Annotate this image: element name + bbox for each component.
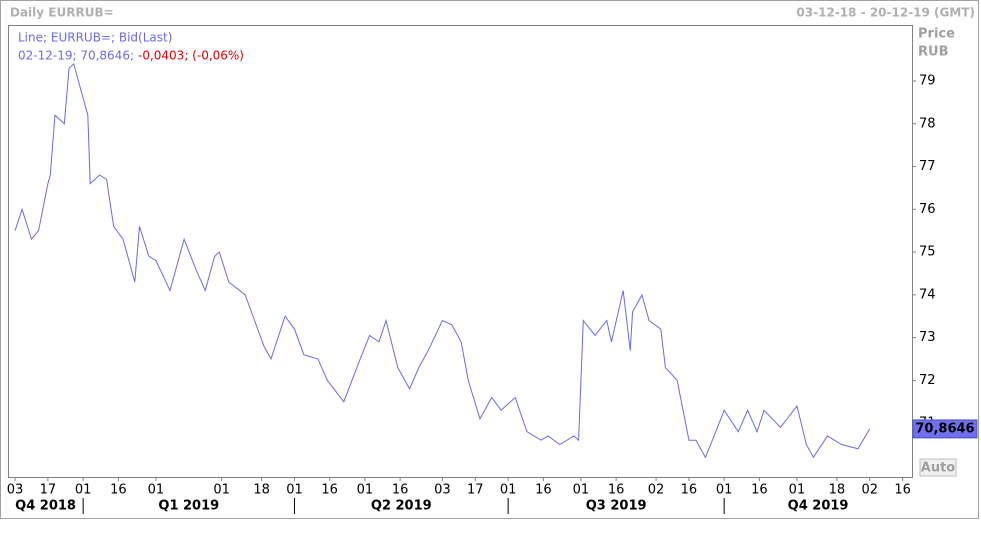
- x-tick-label: 16: [110, 483, 127, 498]
- last-value-label: 70,8646: [915, 421, 974, 436]
- y-tick-label: 73: [919, 330, 936, 345]
- quarter-label: Q1 2019: [158, 499, 219, 514]
- x-tick-label: 16: [392, 483, 409, 498]
- x-tick-label: 03: [434, 483, 451, 498]
- y-tick-label: 74: [919, 287, 936, 302]
- x-tick-label: 01: [716, 483, 733, 498]
- x-tick-label: 01: [573, 483, 590, 498]
- y-tick-label: 78: [919, 116, 936, 131]
- auto-button-label[interactable]: Auto: [921, 461, 956, 476]
- price-line: [14, 62, 871, 459]
- plot-area: [8, 25, 913, 478]
- x-tick-label: 03: [7, 483, 24, 498]
- x-tick-label: 16: [321, 483, 338, 498]
- x-tick-label: 02: [648, 483, 665, 498]
- x-tick-label: 16: [535, 483, 552, 498]
- x-tick-label: 16: [751, 483, 768, 498]
- y-tick-label: 72: [919, 373, 936, 388]
- x-tick-label: 01: [148, 483, 165, 498]
- legend-title: Line; EURRUB=; Bid(Last): [18, 31, 172, 45]
- x-tick-label: 02: [861, 483, 878, 498]
- quarter-label: Q4 2019: [788, 499, 849, 514]
- y-tick-label: 79: [919, 74, 936, 89]
- x-tick-label: 01: [213, 483, 230, 498]
- x-tick-label: 01: [286, 483, 303, 498]
- quarter-label: Q4 2018: [15, 499, 76, 514]
- y-tick-label: 77: [919, 159, 936, 174]
- x-tick-label: 01: [75, 483, 92, 498]
- x-tick-label: 17: [40, 483, 57, 498]
- x-tick-label: 01: [357, 483, 374, 498]
- auto-button[interactable]: [919, 458, 957, 477]
- x-tick-label: 16: [681, 483, 698, 498]
- quarter-label: Q3 2019: [586, 499, 647, 514]
- y-axis-title: Price: [918, 27, 955, 42]
- x-tick-label: 16: [608, 483, 625, 498]
- header-title: Daily EURRUB=: [10, 6, 114, 20]
- x-tick-label: 16: [894, 483, 911, 498]
- y-tick-label: 75: [919, 245, 936, 260]
- x-tick-label: 01: [500, 483, 517, 498]
- y-axis-unit: RUB: [918, 45, 948, 60]
- y-tick-label: 76: [919, 202, 936, 217]
- last-value-box: [912, 419, 978, 439]
- x-tick-label: 18: [253, 483, 270, 498]
- header-range: 03-12-18 - 20-12-19 (GMT): [796, 6, 975, 20]
- legend-point: 02-12-19; 70,8646;: [18, 49, 134, 63]
- x-tick-label: 01: [789, 483, 806, 498]
- legend-change: -0,0403; (-0,06%): [138, 49, 244, 63]
- quarter-label: Q2 2019: [371, 499, 432, 514]
- x-tick-label: 17: [467, 483, 484, 498]
- x-tick-label: 18: [829, 483, 846, 498]
